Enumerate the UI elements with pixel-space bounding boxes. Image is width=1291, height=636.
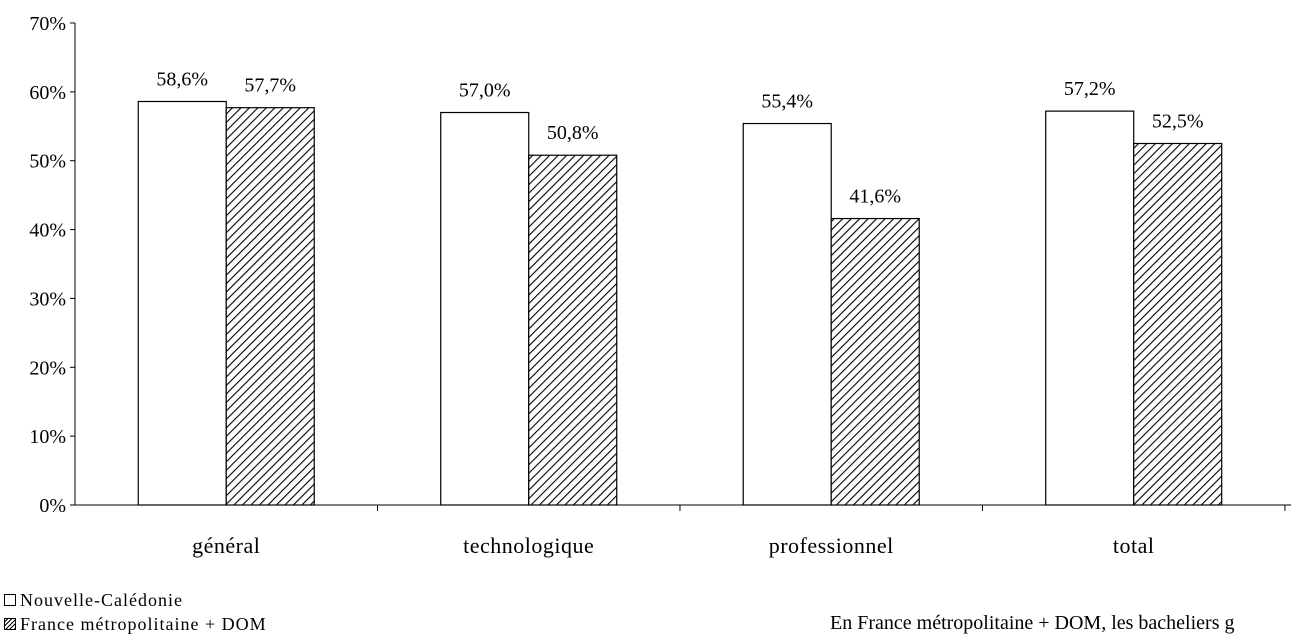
y-tick-label: 30% bbox=[29, 288, 66, 310]
bar-series-1 bbox=[1045, 110, 1135, 506]
chart-bars bbox=[137, 100, 1223, 506]
data-label: 41,6% bbox=[849, 186, 901, 208]
caption-text: En France métropolitaine + DOM, les bach… bbox=[830, 612, 1235, 634]
x-tick-label: total bbox=[1113, 533, 1155, 558]
x-tick-label: professionnel bbox=[769, 533, 894, 558]
x-tick-label: général bbox=[192, 533, 260, 558]
legend-item-series-1: Nouvelle-Calédonie bbox=[4, 588, 267, 612]
y-tick-label: 60% bbox=[29, 82, 66, 104]
data-label: 52,5% bbox=[1152, 111, 1204, 133]
data-label: 57,0% bbox=[459, 80, 511, 102]
y-tick-label: 50% bbox=[29, 151, 66, 173]
y-tick-label: 10% bbox=[29, 426, 66, 448]
data-label: 57,2% bbox=[1064, 78, 1116, 100]
y-tick-label: 0% bbox=[39, 495, 66, 517]
legend-label-series-2: France métropolitaine + DOM bbox=[20, 613, 267, 634]
legend-swatch-hatched bbox=[4, 618, 16, 630]
data-label: 50,8% bbox=[547, 122, 599, 144]
bar-series-2 bbox=[1133, 142, 1223, 506]
y-tick-label: 20% bbox=[29, 357, 66, 379]
bar-series-1 bbox=[742, 122, 832, 506]
chart-legend: Nouvelle-Calédonie France métropolitaine… bbox=[4, 588, 267, 636]
data-label: 58,6% bbox=[156, 68, 208, 90]
legend-item-series-2: France métropolitaine + DOM bbox=[4, 612, 267, 636]
x-tick-label: technologique bbox=[463, 533, 594, 558]
bar-series-2 bbox=[528, 154, 618, 506]
bar-series-1 bbox=[440, 111, 530, 506]
legend-swatch-white bbox=[4, 594, 16, 606]
data-label: 57,7% bbox=[244, 75, 296, 97]
bar-series-2 bbox=[830, 217, 920, 506]
bar-series-2 bbox=[225, 107, 315, 506]
legend-label-series-1: Nouvelle-Calédonie bbox=[20, 589, 183, 610]
data-label: 55,4% bbox=[761, 91, 813, 113]
y-tick-label: 40% bbox=[29, 220, 66, 242]
bar-series-1 bbox=[137, 100, 227, 506]
y-tick-label: 70% bbox=[29, 13, 66, 35]
chart-labels: général 58,6% 57,7% technologique 57,0% 50,8%… bbox=[156, 68, 1203, 558]
